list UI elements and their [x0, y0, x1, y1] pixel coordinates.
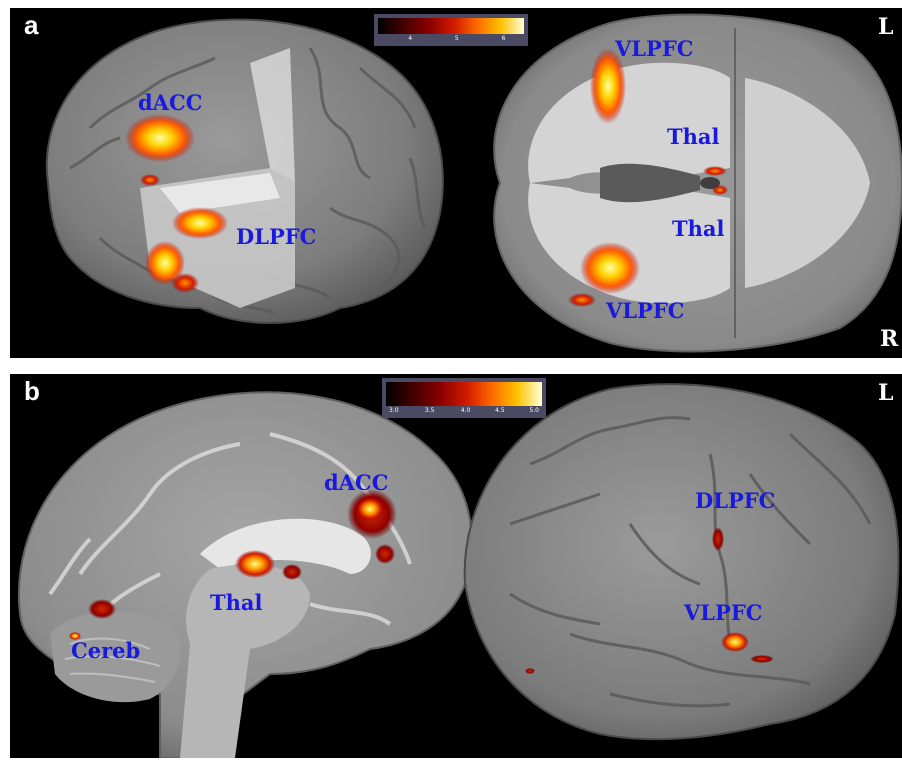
panel-b-brain-renders: [17, 383, 900, 758]
region-label-vlpfc-bottom: VLPFC: [606, 298, 685, 323]
region-label-thal-bottom: Thal: [672, 216, 725, 241]
colorbar-tick: 4.5: [495, 407, 505, 414]
region-label-vlpfc-b: VLPFC: [684, 600, 763, 625]
panel-b: b L 3.0 3.5 4.0 4.5 5.0 dACC Thal Cereb …: [10, 374, 902, 758]
colorbar-tick: 3.5: [424, 407, 435, 414]
region-label-dlpfc-b: DLPFC: [695, 488, 776, 513]
panel-a: a L R 4 5 6 dACC DLPFC VLPFC Thal Thal V…: [10, 8, 902, 358]
region-label-dlpfc: DLPFC: [236, 224, 317, 249]
side-label-left: L: [878, 14, 894, 40]
colorbar-gradient: [386, 382, 542, 406]
colorbar-b: 3.0 3.5 4.0 4.5 5.0: [382, 378, 546, 418]
colorbar-tick: 6: [501, 35, 506, 42]
colorbar-ticks: 3.0 3.5 4.0 4.5 5.0: [386, 406, 542, 415]
region-label-cereb: Cereb: [71, 638, 141, 663]
colorbar-gradient: [378, 18, 524, 34]
brain-3d-lateral: [45, 18, 444, 324]
colorbar-tick: 4: [408, 35, 413, 42]
side-label-left-b: L: [878, 380, 894, 406]
region-label-vlpfc-top: VLPFC: [615, 36, 694, 61]
side-label-right: R: [880, 326, 899, 352]
colorbar-ticks: 4 5 6: [378, 34, 524, 43]
brain-sagittal-slice: [17, 391, 473, 758]
colorbar-tick: 3.0: [389, 407, 399, 414]
region-label-thal-top: Thal: [667, 124, 720, 149]
region-label-dacc-b: dACC: [324, 470, 389, 495]
panel-letter-b: b: [24, 376, 40, 406]
colorbar-tick: 5.0: [529, 407, 539, 414]
colorbar-a: 4 5 6: [374, 14, 528, 46]
colorbar-tick: 4.0: [460, 407, 471, 414]
brain-axial-slice: [493, 13, 902, 353]
brain-3d-lateral-right: [463, 383, 900, 741]
region-label-thal-b: Thal: [210, 590, 263, 615]
region-label-dacc: dACC: [138, 90, 203, 115]
colorbar-tick: 5: [454, 35, 459, 42]
panel-letter-a: a: [24, 10, 39, 40]
panel-a-brain-renders: [45, 13, 902, 353]
